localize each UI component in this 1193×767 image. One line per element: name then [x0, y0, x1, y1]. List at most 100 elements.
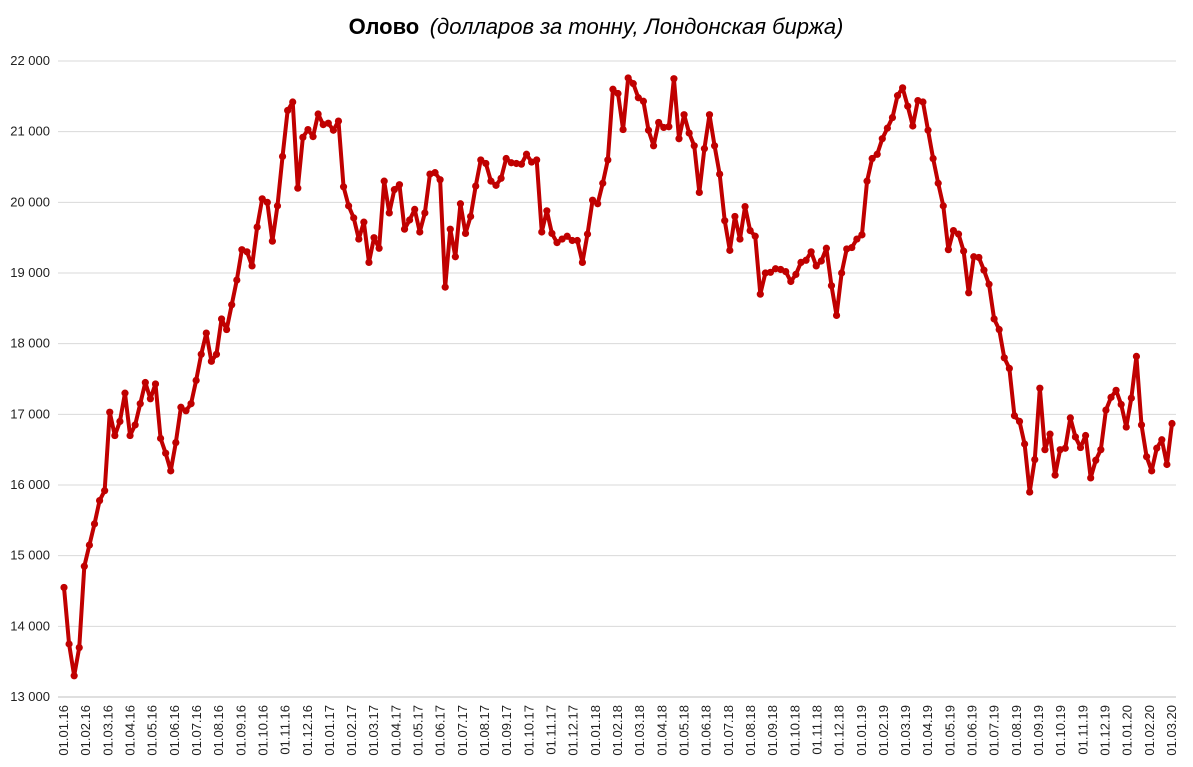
x-tick-label: 01.10.17 — [521, 705, 536, 756]
data-point — [1071, 433, 1080, 441]
x-tick-label: 01.09.16 — [233, 705, 248, 756]
data-point — [106, 408, 114, 416]
data-point — [406, 216, 414, 224]
data-point — [960, 247, 968, 255]
grid-lines — [58, 60, 1176, 698]
data-point — [304, 125, 312, 134]
data-point — [151, 380, 160, 388]
data-point — [101, 487, 109, 495]
data-point — [477, 156, 485, 164]
data-point — [934, 179, 942, 187]
data-point — [868, 154, 876, 163]
data-point — [1000, 354, 1008, 362]
data-point — [451, 253, 459, 261]
y-tick-label: 15 000 — [10, 548, 50, 563]
data-point — [782, 267, 790, 276]
data-point — [1148, 467, 1156, 475]
data-point — [268, 237, 276, 245]
data-point — [360, 218, 368, 226]
data-point — [350, 214, 358, 222]
y-tick-label: 22 000 — [10, 53, 50, 68]
data-point — [553, 239, 561, 247]
x-tick-label: 01.06.17 — [433, 705, 448, 756]
data-point — [568, 236, 576, 245]
data-point — [893, 92, 902, 100]
data-point — [939, 202, 947, 210]
x-tick-label: 01.02.18 — [610, 705, 625, 756]
data-point — [299, 133, 307, 141]
data-point — [431, 169, 439, 177]
data-point — [995, 325, 1003, 334]
data-point — [172, 439, 180, 447]
data-point — [1112, 386, 1120, 394]
x-tick-label: 01.11.19 — [1075, 705, 1090, 755]
data-point — [1097, 446, 1105, 454]
data-point — [1031, 455, 1039, 464]
data-point — [599, 179, 607, 187]
data-point — [390, 186, 398, 194]
x-tick-label: 01.05.18 — [676, 705, 691, 756]
x-axis-ticks: 01.01.16 01.02.16 01.03.16 01.04.16 01.05.16… — [56, 705, 1179, 756]
data-point — [329, 126, 337, 134]
data-point — [136, 400, 144, 408]
data-point — [111, 431, 119, 440]
x-tick-label: 01.05.19 — [942, 705, 957, 756]
data-point — [538, 228, 546, 236]
x-tick-label: 01.01.17 — [322, 705, 337, 756]
data-point — [726, 246, 734, 254]
data-point — [380, 177, 388, 185]
x-tick-label: 01.04.16 — [122, 705, 137, 756]
x-tick-label: 01.11.16 — [278, 705, 293, 755]
data-point — [522, 150, 531, 158]
data-point — [751, 232, 759, 240]
data-point — [731, 212, 739, 221]
data-point — [756, 290, 764, 298]
data-point — [888, 113, 897, 122]
x-tick-label: 01.07.17 — [455, 705, 470, 756]
data-point — [680, 111, 688, 119]
data-point — [817, 257, 825, 265]
data-point — [365, 258, 373, 266]
data-point — [1021, 440, 1029, 448]
data-point — [944, 246, 952, 254]
data-point — [1010, 412, 1019, 420]
data-point — [253, 223, 261, 231]
series-tin-price — [60, 74, 1176, 680]
data-point — [695, 188, 703, 197]
data-point — [441, 283, 449, 291]
x-tick-label: 01.10.18 — [787, 705, 802, 756]
y-axis-ticks: 13 000 14 000 15 000 16 000 17 000 18 000 19 0… — [10, 53, 50, 704]
x-tick-label: 01.12.16 — [300, 705, 315, 756]
x-tick-label: 01.12.19 — [1098, 705, 1113, 756]
data-point — [411, 205, 419, 213]
data-point — [263, 198, 271, 206]
data-point — [629, 80, 637, 88]
data-point — [258, 195, 266, 203]
data-point — [207, 357, 215, 365]
data-point — [802, 256, 810, 264]
data-point — [1122, 423, 1130, 431]
data-point — [289, 98, 297, 106]
data-point — [355, 235, 363, 243]
data-point — [502, 154, 510, 163]
data-point — [416, 228, 424, 236]
y-tick-label: 21 000 — [10, 124, 50, 139]
x-tick-label: 01.08.16 — [211, 705, 226, 756]
data-point — [1168, 419, 1176, 428]
data-point — [334, 117, 343, 125]
data-point — [182, 407, 190, 415]
data-point — [273, 202, 282, 210]
x-tick-label: 01.08.18 — [743, 705, 758, 756]
data-point — [853, 235, 861, 243]
data-point — [624, 74, 632, 82]
data-point — [146, 395, 154, 403]
x-tick-label: 01.01.19 — [854, 705, 869, 756]
data-point — [533, 156, 541, 164]
data-point — [497, 174, 505, 182]
data-point — [721, 217, 729, 225]
data-point — [685, 129, 693, 137]
data-point — [1066, 414, 1074, 422]
x-tick-label: 01.04.19 — [920, 705, 935, 756]
data-point — [248, 262, 256, 270]
x-tick-label: 01.02.19 — [876, 705, 891, 756]
